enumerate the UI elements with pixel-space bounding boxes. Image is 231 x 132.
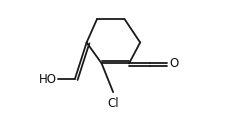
Text: Cl: Cl [107, 97, 119, 110]
Text: O: O [168, 57, 177, 70]
Text: HO: HO [38, 73, 56, 86]
